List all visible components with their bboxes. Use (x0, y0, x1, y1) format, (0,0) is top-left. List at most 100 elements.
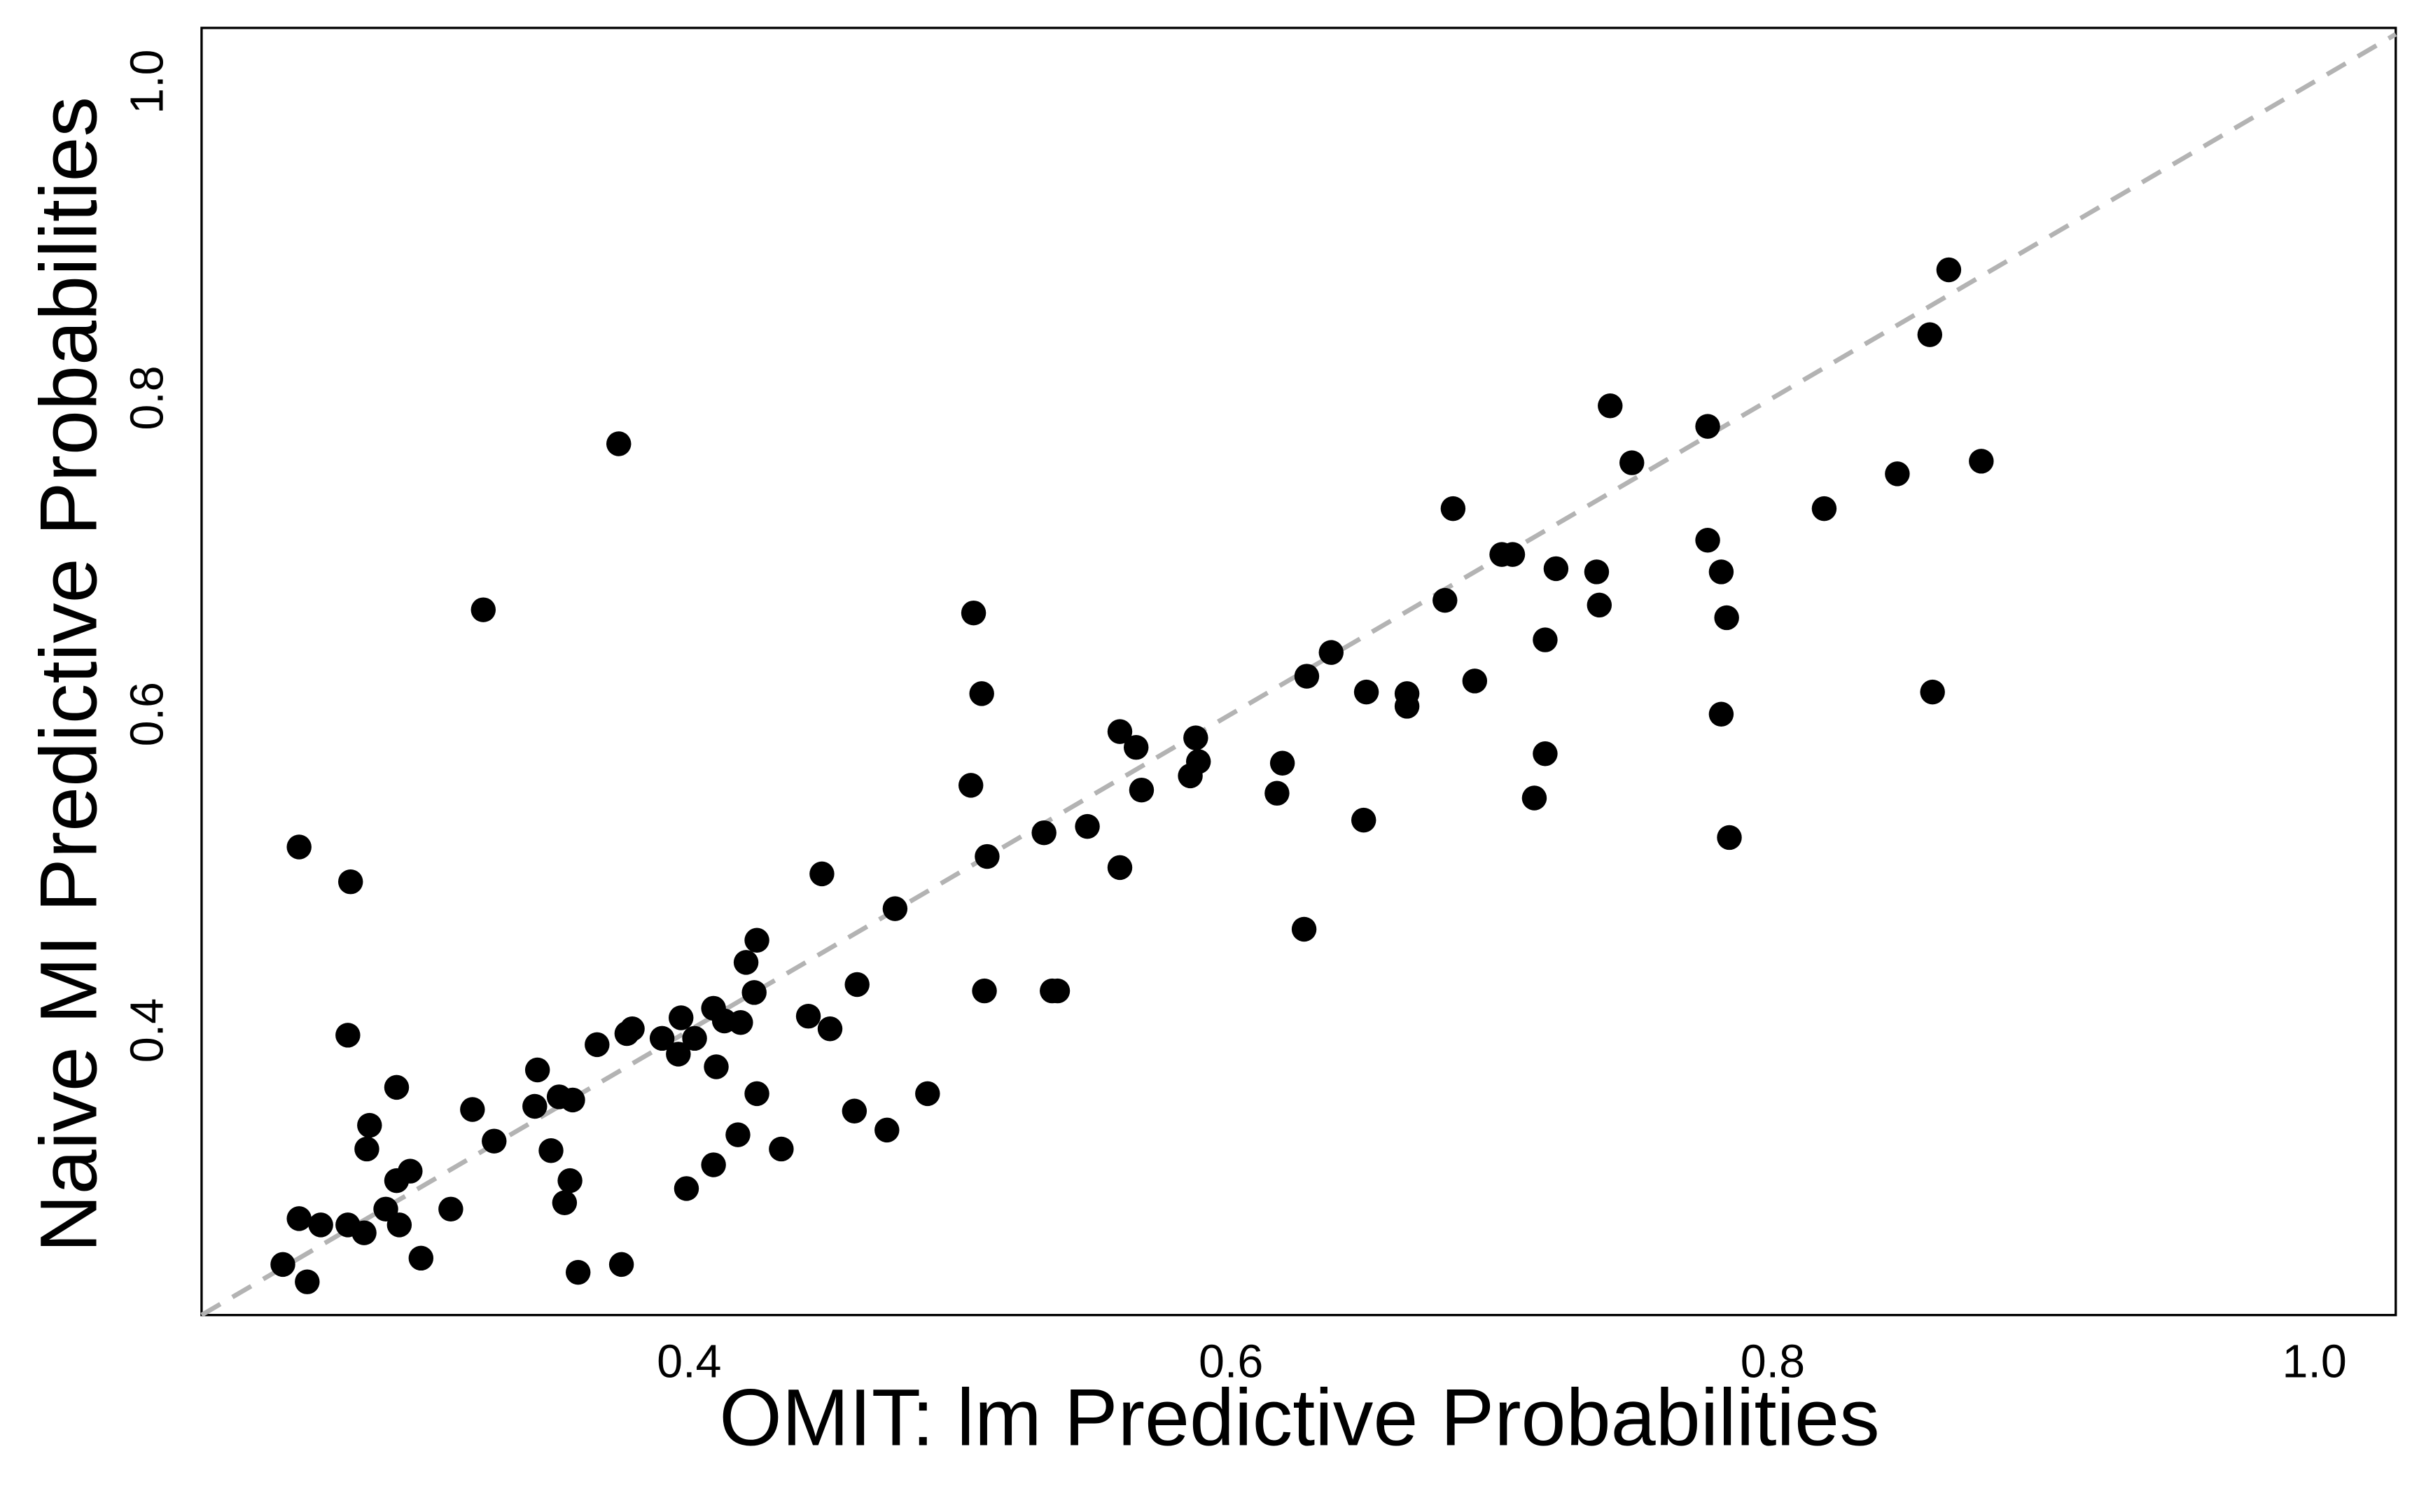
point (958, 773, 984, 798)
point (1123, 734, 1149, 760)
point (844, 972, 870, 997)
point (1291, 916, 1317, 942)
point (1587, 592, 1612, 618)
point (460, 1097, 485, 1122)
point (674, 1176, 699, 1201)
point (1045, 978, 1071, 1004)
point (1183, 725, 1208, 750)
point (975, 844, 1000, 869)
point (438, 1196, 463, 1222)
y-axis-title: Naive MI Predictive Probabilities (24, 97, 113, 1253)
point (1708, 559, 1734, 584)
point (1107, 855, 1133, 881)
point (1462, 668, 1488, 694)
point (1717, 825, 1742, 850)
reference-line (200, 32, 2397, 1317)
point (1533, 627, 1558, 652)
plot-frame (200, 27, 2397, 1317)
point (1107, 719, 1133, 744)
point (1075, 813, 1100, 839)
point (728, 1010, 753, 1035)
y-tick-label: 0.6 (122, 682, 174, 746)
point (1584, 559, 1610, 584)
point (1619, 450, 1645, 475)
point (1695, 414, 1720, 439)
point (744, 927, 769, 953)
point (701, 1152, 726, 1177)
point (1917, 322, 1943, 347)
point (351, 1220, 377, 1245)
point (961, 600, 987, 626)
point (354, 1136, 379, 1162)
point (357, 1112, 382, 1138)
point (398, 1158, 423, 1184)
point (1885, 461, 1910, 486)
point (1969, 449, 1994, 474)
point (769, 1136, 794, 1162)
point (524, 1057, 550, 1083)
point (682, 1026, 707, 1051)
point (882, 896, 908, 921)
point (538, 1138, 564, 1163)
point (1440, 496, 1466, 522)
point (1351, 807, 1376, 833)
point (384, 1074, 410, 1100)
x-axis-title: OMIT: lm Predictive Probabilities (719, 1373, 1879, 1463)
x-tick-label: 0.8 (1741, 1336, 1805, 1387)
point (915, 1081, 940, 1107)
point (557, 1168, 583, 1194)
point (522, 1093, 548, 1119)
x-tick-label: 0.6 (1199, 1336, 1263, 1387)
point (470, 597, 496, 622)
point (1936, 257, 1962, 283)
point (565, 1259, 591, 1285)
point (1318, 640, 1344, 665)
point (1353, 679, 1379, 705)
point (1695, 528, 1720, 553)
point (666, 1042, 691, 1067)
point (270, 1252, 295, 1278)
point (286, 1206, 312, 1231)
point (408, 1245, 434, 1271)
y-tick-label: 1.0 (122, 49, 174, 113)
point (1543, 556, 1569, 582)
point (1185, 749, 1211, 774)
point (1500, 542, 1526, 567)
point (1129, 777, 1155, 803)
point (1811, 496, 1837, 522)
point (482, 1128, 507, 1154)
point (1708, 701, 1734, 727)
point (560, 1087, 585, 1113)
point (286, 834, 312, 860)
point (795, 1003, 821, 1029)
point (1269, 750, 1295, 776)
point (1294, 664, 1320, 689)
point (337, 869, 363, 895)
point (969, 681, 994, 706)
y-tick-label: 0.4 (122, 998, 174, 1063)
point (552, 1190, 578, 1215)
point (1031, 820, 1057, 846)
point (817, 1016, 843, 1042)
x-tick-label: 1.0 (2282, 1336, 2347, 1387)
point (1920, 679, 1945, 705)
point (744, 1081, 769, 1107)
point (741, 980, 767, 1005)
point (1714, 605, 1739, 631)
point (1598, 393, 1623, 419)
point (649, 1026, 675, 1051)
point (1533, 741, 1558, 766)
point (874, 1117, 900, 1143)
point (335, 1023, 361, 1048)
y-tick-label: 0.8 (122, 365, 174, 430)
point (308, 1212, 333, 1238)
point (809, 861, 835, 887)
point (606, 431, 632, 456)
point (585, 1032, 610, 1058)
point (1394, 681, 1420, 706)
point (620, 1016, 645, 1042)
point (725, 1122, 751, 1147)
point (669, 1005, 694, 1030)
point (1264, 780, 1290, 806)
